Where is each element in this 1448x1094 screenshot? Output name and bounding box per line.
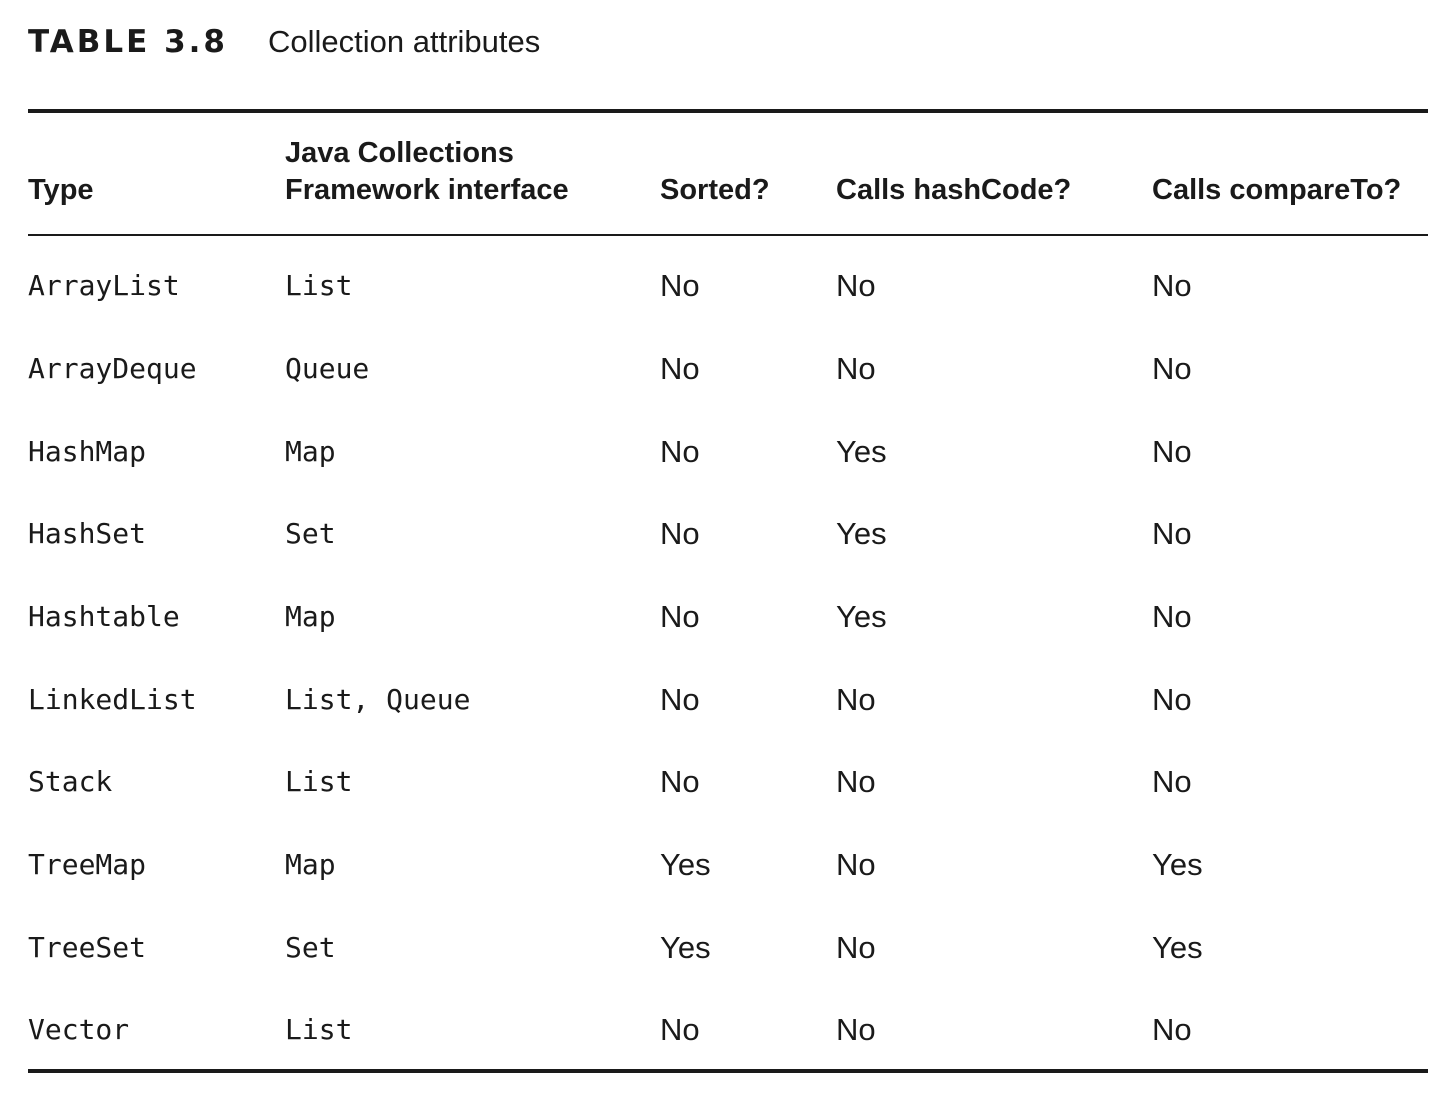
cell-calls-hashcode: No (836, 764, 876, 799)
cell-type: LinkedList (28, 683, 197, 716)
cell-interface: Set (285, 931, 336, 964)
cell-sorted: No (660, 599, 700, 634)
cell-calls-compareto: No (1152, 516, 1192, 551)
cell-calls-compareto: No (1152, 351, 1192, 386)
cell-sorted: No (660, 516, 700, 551)
cell-calls-hashcode: No (836, 268, 876, 303)
cell-interface: Map (285, 848, 336, 881)
header-divider-rule (28, 234, 1428, 236)
table-row: HashMap Map No Yes No (0, 432, 1448, 472)
table-row: ArrayList List No No No (0, 266, 1448, 306)
cell-interface: List (285, 1013, 353, 1046)
cell-interface: Set (285, 517, 336, 550)
cell-calls-hashcode: Yes (836, 516, 887, 551)
cell-calls-hashcode: No (836, 682, 876, 717)
cell-interface: Map (285, 600, 336, 633)
cell-calls-compareto: Yes (1152, 930, 1203, 965)
table-top-rule (28, 109, 1428, 113)
cell-interface: Queue (285, 352, 370, 385)
cell-type: HashMap (28, 435, 147, 468)
cell-type: TreeMap (28, 848, 147, 881)
table-row: Stack List No No No (0, 762, 1448, 802)
header-calls-compareto: Calls compareTo? (1152, 174, 1402, 206)
cell-calls-compareto: No (1152, 434, 1192, 469)
cell-interface: List (285, 269, 353, 302)
cell-type: Vector (28, 1013, 130, 1046)
table-caption: TABLE 3.8 Collection attributes (28, 22, 540, 62)
table-number: TABLE 3.8 (28, 24, 228, 60)
cell-calls-compareto: No (1152, 268, 1192, 303)
cell-calls-hashcode: No (836, 930, 876, 965)
cell-sorted: No (660, 351, 700, 386)
header-interface-line2: Framework interface (285, 174, 569, 206)
table-bottom-rule (28, 1069, 1428, 1073)
cell-sorted: No (660, 434, 700, 469)
cell-sorted: No (660, 1012, 700, 1047)
cell-type: Hashtable (28, 600, 180, 633)
cell-type: HashSet (28, 517, 147, 550)
cell-calls-compareto: No (1152, 764, 1192, 799)
table-row: Hashtable Map No Yes No (0, 597, 1448, 637)
cell-type: ArrayDeque (28, 352, 197, 385)
header-calls-hashcode: Calls hashCode? (836, 174, 1072, 206)
cell-calls-compareto: Yes (1152, 847, 1203, 882)
header-type: Type (28, 174, 94, 206)
cell-sorted: Yes (660, 930, 711, 965)
table-row: LinkedList List, Queue No No No (0, 680, 1448, 720)
cell-calls-hashcode: No (836, 1012, 876, 1047)
cell-interface: List, Queue (285, 683, 471, 716)
cell-calls-hashcode: Yes (836, 599, 887, 634)
table-title: Collection attributes (268, 24, 541, 59)
cell-calls-compareto: No (1152, 1012, 1192, 1047)
cell-sorted: No (660, 268, 700, 303)
table-row: TreeSet Set Yes No Yes (0, 928, 1448, 968)
cell-type: Stack (28, 765, 113, 798)
cell-interface: List (285, 765, 353, 798)
table-row: ArrayDeque Queue No No No (0, 349, 1448, 389)
cell-sorted: No (660, 764, 700, 799)
cell-calls-hashcode: Yes (836, 434, 887, 469)
cell-sorted: No (660, 682, 700, 717)
cell-calls-hashcode: No (836, 847, 876, 882)
cell-type: ArrayList (28, 269, 180, 302)
table-row: Vector List No No No (0, 1010, 1448, 1050)
table-row: TreeMap Map Yes No Yes (0, 845, 1448, 885)
cell-calls-hashcode: No (836, 351, 876, 386)
header-interface-line1: Java Collections (285, 137, 514, 169)
table-row: HashSet Set No Yes No (0, 514, 1448, 554)
cell-interface: Map (285, 435, 336, 468)
cell-sorted: Yes (660, 847, 711, 882)
header-sorted: Sorted? (660, 174, 770, 206)
cell-calls-compareto: No (1152, 599, 1192, 634)
cell-calls-compareto: No (1152, 682, 1192, 717)
cell-type: TreeSet (28, 931, 147, 964)
header-interface: Java Collections Framework interface (285, 135, 569, 209)
